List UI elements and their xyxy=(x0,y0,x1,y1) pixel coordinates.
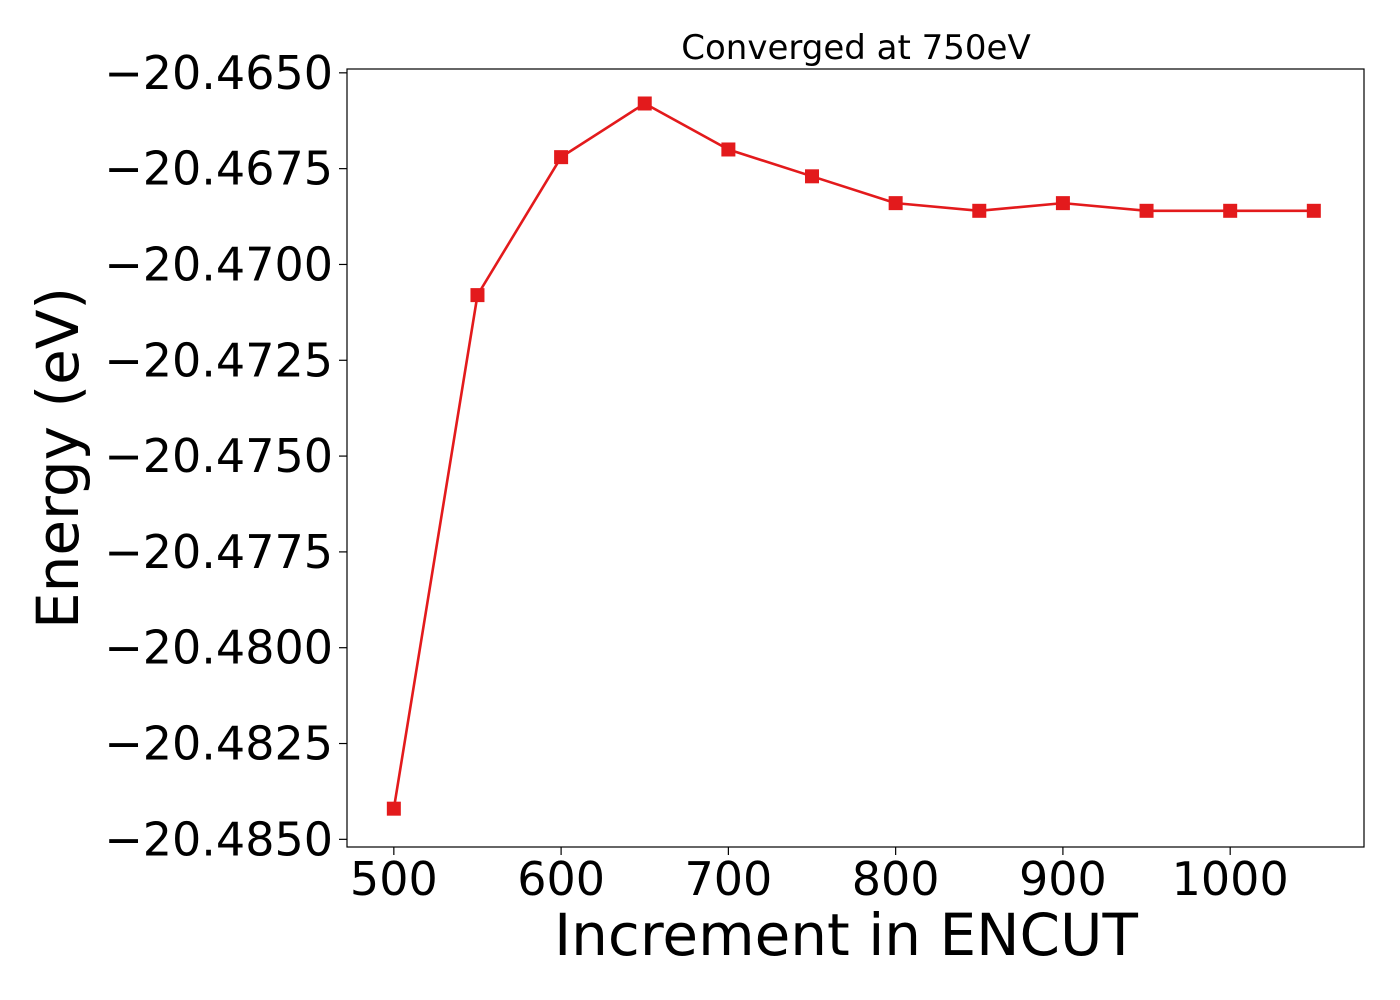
y-axis-title: Energy (eV) xyxy=(24,287,92,629)
x-tick-label: 500 xyxy=(350,852,438,906)
series-line xyxy=(392,102,1314,809)
chart-title: Converged at 750eV xyxy=(681,28,1030,68)
data-point-marker xyxy=(637,96,652,111)
data-point-marker xyxy=(888,196,903,211)
x-axis-title: Increment in ENCUT xyxy=(554,901,1138,969)
y-tick-label: −20.4850 xyxy=(104,812,333,866)
data-point-marker xyxy=(386,801,401,816)
y-tick-label: −20.4675 xyxy=(104,142,333,196)
y-tick-label: −20.4775 xyxy=(104,525,333,579)
y-tick-label: −20.4825 xyxy=(104,717,333,771)
data-point-marker xyxy=(1223,203,1238,218)
x-tick-label: 700 xyxy=(684,852,772,906)
data-point-marker xyxy=(972,203,987,218)
y-tick-label: −20.4650 xyxy=(104,46,333,100)
data-point-marker xyxy=(1139,203,1154,218)
y-tick-label: −20.4700 xyxy=(104,237,333,291)
y-tick-label: −20.4725 xyxy=(104,333,333,387)
y-tick-label: −20.4800 xyxy=(104,621,333,675)
data-point-marker xyxy=(554,150,569,165)
plot-frame xyxy=(346,68,1365,848)
data-point-marker xyxy=(1055,196,1070,211)
x-tick-label: 1000 xyxy=(1172,852,1289,906)
data-point-marker xyxy=(470,288,485,303)
data-point-marker xyxy=(1306,203,1321,218)
data-point-marker xyxy=(805,169,820,184)
plot-area: 500 600 700 800 900 1000 −20.4650 −20.4675 −20.4… xyxy=(104,46,1365,906)
x-tick-label: 800 xyxy=(852,852,940,906)
data-point-marker xyxy=(721,142,736,157)
y-tick-label: −20.4750 xyxy=(104,429,333,483)
x-tick-label: 600 xyxy=(517,852,605,906)
x-tick-label: 900 xyxy=(1019,852,1107,906)
